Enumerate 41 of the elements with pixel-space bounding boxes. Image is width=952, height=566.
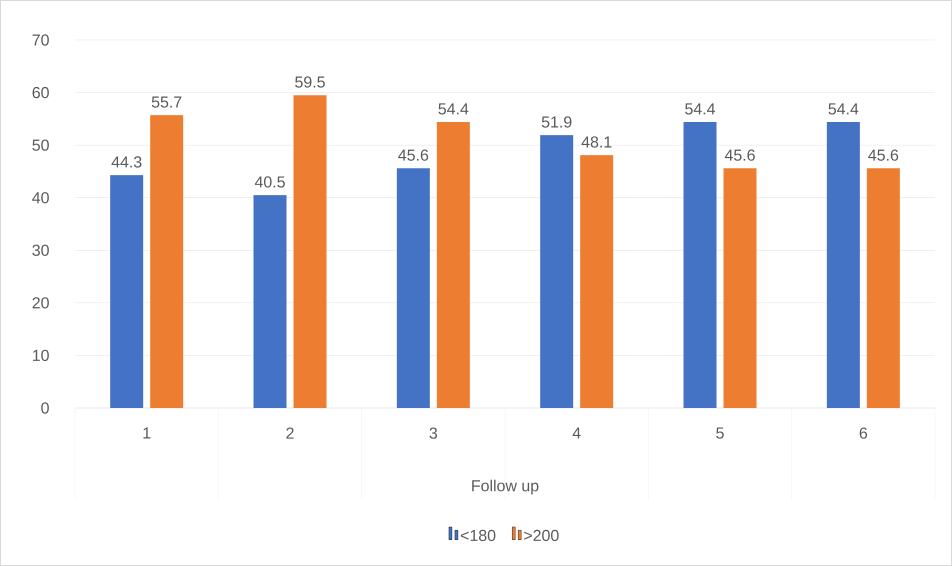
bar (436, 122, 470, 408)
x-tick-label: 3 (430, 428, 438, 439)
y-tick-label: 0 (41, 402, 49, 414)
data-label: 51.9 (542, 116, 572, 128)
data-label: 54.4 (828, 103, 858, 114)
x-tick-label: 6 (860, 428, 868, 439)
data-label: 55.7 (152, 96, 182, 108)
x-tick-label: 5 (716, 427, 724, 439)
bar (110, 175, 144, 408)
bar (254, 195, 287, 408)
x-tick-label: 2 (286, 428, 294, 439)
bar (580, 155, 614, 408)
bar (684, 122, 717, 408)
y-tick-label: 30 (32, 244, 49, 256)
data-label: 54.4 (438, 103, 468, 114)
bar (540, 135, 574, 408)
x-tick-label: 1 (143, 427, 150, 438)
bar (294, 95, 327, 408)
y-tick-label: 50 (32, 139, 49, 151)
y-tick-label: 60 (32, 86, 49, 98)
data-label: 45.6 (724, 149, 755, 161)
data-label: 54.4 (685, 103, 716, 114)
data-label: 40.5 (254, 176, 285, 188)
x-axis-title: Follow up (472, 480, 538, 495)
bar (866, 168, 900, 408)
data-label: 48.1 (582, 136, 612, 148)
data-label: 45.6 (868, 149, 898, 161)
bar (826, 122, 860, 408)
y-tick-label: 70 (32, 34, 49, 46)
legend-label: <180 (460, 530, 496, 542)
data-label: 45.6 (398, 149, 428, 161)
bar (150, 115, 184, 408)
data-label: 44.3 (112, 156, 142, 168)
y-tick-label: 40 (32, 192, 49, 204)
data-label: 59.5 (295, 76, 325, 88)
bar (396, 168, 430, 408)
bar (724, 168, 757, 408)
x-tick-label: 4 (572, 427, 581, 438)
y-tick-label: 20 (32, 297, 49, 308)
legend-label: >200 (524, 530, 559, 542)
y-tick-label: 10 (32, 350, 49, 362)
